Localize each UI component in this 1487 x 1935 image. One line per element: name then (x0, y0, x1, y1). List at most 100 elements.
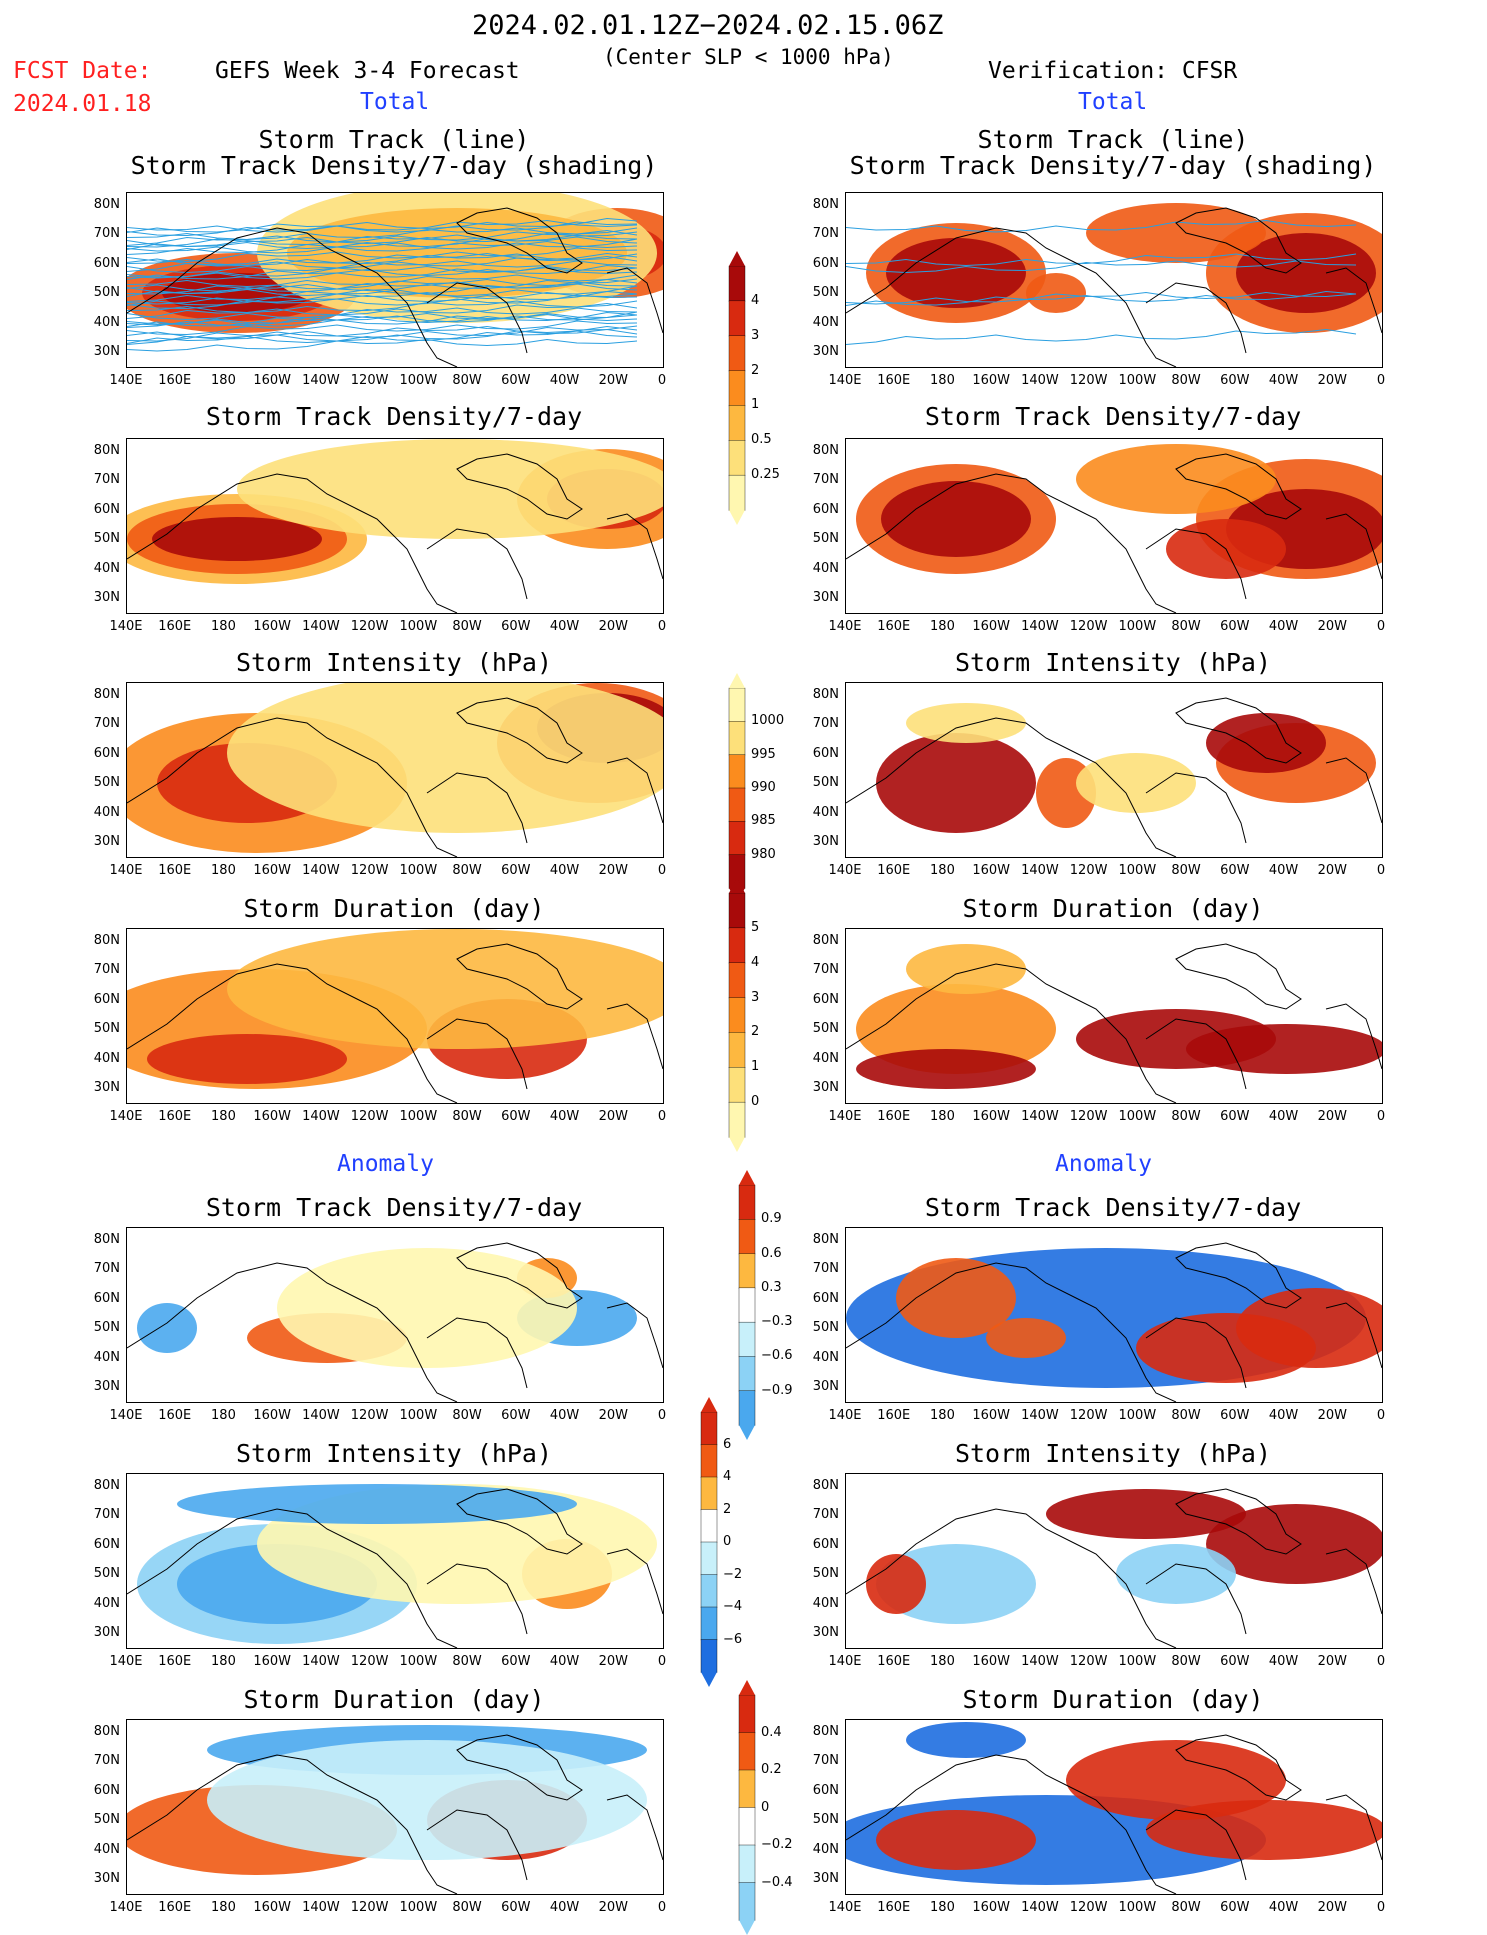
lon-tick-label: 160W (972, 1654, 1010, 1669)
lon-tick-label: 140E (828, 863, 862, 878)
lon-tick-label: 160W (972, 373, 1010, 388)
lat-tick-label: 50N (93, 775, 120, 791)
map-panel (126, 1227, 664, 1403)
lat-tick-label: 70N (812, 472, 839, 488)
lon-tick-label: 120W (350, 373, 389, 388)
colorbar-label: −0.6 (761, 1348, 793, 1364)
lon-tick-label: 100W (399, 1109, 438, 1124)
lon-tick-label: 140E (828, 1900, 862, 1915)
colorbar-label: 2 (751, 362, 760, 378)
colorbar-label: 0.25 (751, 467, 780, 483)
lat-tick-label: 40N (93, 314, 120, 330)
lat-tick-label: 50N (93, 1320, 120, 1336)
colorbar-segment (700, 1541, 718, 1576)
lat-tick-label: 30N (93, 590, 120, 605)
lat-tick-label: 80N (812, 197, 839, 212)
colorbar-segment (738, 1356, 756, 1392)
lon-tick-label: 0 (1376, 1900, 1386, 1915)
lon-tick-label: 60W (1220, 1654, 1250, 1669)
colorbar-label: 995 (751, 746, 776, 762)
colorbar-arrow-bottom (729, 1137, 745, 1152)
colorbar-label: −0.2 (761, 1837, 793, 1852)
lon-tick-label: 100W (399, 619, 438, 634)
lon-tick-label: 120W (1069, 1900, 1108, 1915)
lon-tick-label: 160W (253, 1109, 291, 1124)
colorbar-label: 0 (723, 1534, 732, 1549)
map-panel (845, 682, 1383, 858)
storm-track-line (127, 285, 638, 302)
map-panel (126, 682, 664, 858)
lat-tick-label: 40N (812, 1841, 839, 1857)
colorbar-segment (738, 1807, 756, 1846)
lon-tick-label: 40W (1268, 1408, 1299, 1423)
lat-tick-label: 50N (93, 285, 120, 301)
colorbar-label: 0.5 (751, 432, 772, 448)
lat-tick-label: 80N (812, 1232, 839, 1247)
panel-title: Storm Duration (day) (962, 894, 1264, 923)
panel-title: Storm Track (line) Storm Track Density/7… (849, 125, 1377, 181)
lat-tick-label: 60N (812, 1782, 839, 1798)
lon-tick-label: 160W (972, 863, 1010, 878)
storm-track-line (127, 265, 638, 279)
lon-tick-label: 140W (1021, 1900, 1059, 1915)
criterion-subtitle: (Center SLP < 1000 hPa) (603, 45, 894, 69)
lon-tick-label: 80W (452, 1408, 482, 1423)
lon-tick-label: 0 (1376, 1408, 1386, 1423)
storm-track-line (846, 291, 1357, 305)
colorbar-segment (738, 1321, 756, 1358)
lon-tick-label: 160W (253, 373, 291, 388)
colorbar-segment (700, 1476, 718, 1511)
map-panel (845, 438, 1383, 614)
lon-tick-label: 160E (158, 1408, 192, 1423)
lon-tick-label: 160W (253, 1408, 291, 1423)
coastline (846, 207, 1382, 367)
lat-tick-label: 60N (812, 255, 839, 271)
lon-tick-label: 140E (109, 1900, 143, 1915)
lon-tick-label: 160W (972, 619, 1010, 634)
lat-tick-label: 80N (812, 687, 839, 702)
lon-tick-label: 60W (501, 373, 531, 388)
storm-track-line (846, 328, 1357, 345)
shading-region (881, 481, 1031, 557)
lon-tick-label: 180 (930, 863, 955, 878)
lon-tick-label: 140E (109, 1654, 143, 1669)
colorbar-label: 1000 (751, 713, 785, 729)
total-label-left: Total (360, 89, 430, 115)
shading-region (277, 1248, 577, 1368)
lat-tick-label: 30N (93, 1080, 120, 1095)
colorbar-arrow-top (701, 1397, 717, 1412)
lon-tick-label: 100W (399, 1654, 438, 1669)
storm-track-line (127, 325, 638, 342)
colorbar-segment (700, 1606, 718, 1641)
lat-tick-label: 80N (93, 1724, 120, 1739)
lon-tick-label: 180 (211, 1900, 236, 1915)
lon-tick-label: 100W (1118, 373, 1157, 388)
lat-tick-label: 70N (93, 1261, 120, 1277)
lon-tick-label: 140W (302, 619, 340, 634)
storm-track-line (127, 255, 638, 272)
shading-region (886, 238, 1026, 308)
colorbar-segment (738, 1219, 756, 1255)
shading-region (1086, 203, 1266, 263)
lat-tick-label: 30N (93, 834, 120, 849)
lon-tick-label: 160E (877, 863, 911, 878)
map-panel (845, 1719, 1383, 1895)
colorbar-arrow-bottom (701, 1672, 717, 1687)
shading-region (1046, 1489, 1246, 1539)
lat-tick-label: 60N (812, 991, 839, 1007)
lat-tick-label: 40N (812, 1595, 839, 1611)
colorbar-arrow-bottom (739, 1425, 755, 1440)
lat-tick-label: 30N (93, 1379, 120, 1394)
date-range-title: 2024.02.01.12Z−2024.02.15.06Z (472, 10, 944, 41)
lon-tick-label: 180 (930, 1900, 955, 1915)
lon-tick-label: 40W (1268, 619, 1299, 634)
lat-tick-label: 40N (812, 804, 839, 820)
lat-tick-label: 80N (93, 1232, 120, 1247)
colorbar-segment (738, 1732, 756, 1771)
lon-tick-label: 180 (211, 1654, 236, 1669)
colorbar-segment (728, 687, 746, 723)
panel-title: Storm Intensity (hPa) (235, 648, 553, 677)
lon-tick-label: 140E (828, 373, 862, 388)
shading-region (906, 1722, 1026, 1758)
lon-tick-label: 140W (302, 1654, 340, 1669)
